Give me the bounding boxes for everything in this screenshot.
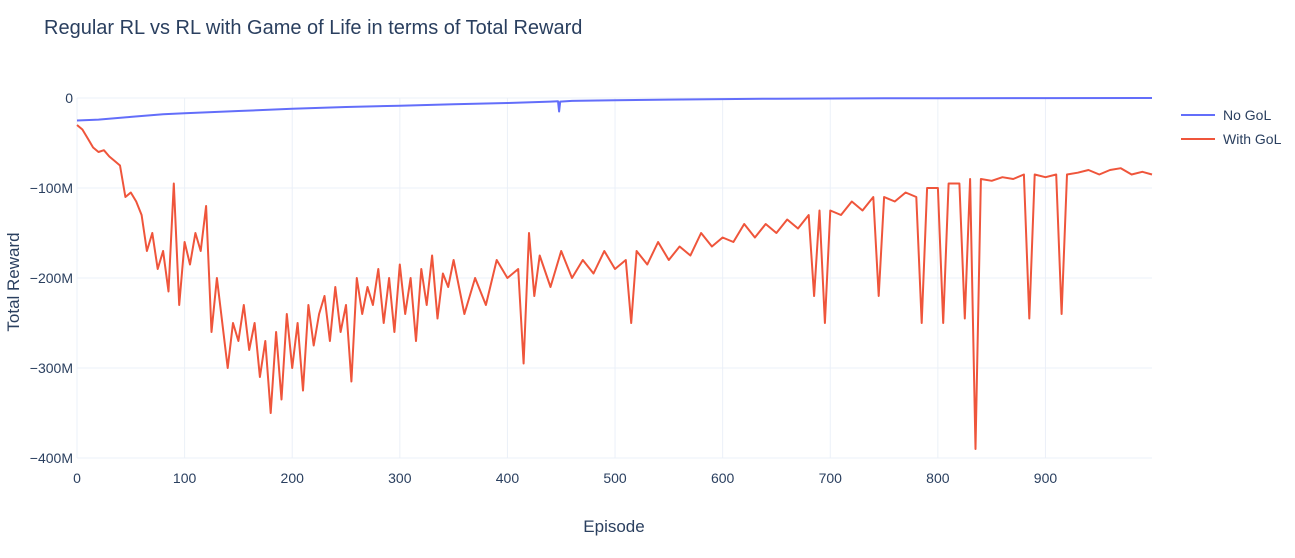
x-tick-label: 300	[388, 470, 412, 486]
y-axis-ticks: 0 −100M −200M −300M −400M	[30, 90, 73, 466]
legend-label: No GoL	[1223, 107, 1271, 123]
x-tick-label: 200	[281, 470, 305, 486]
legend-item-with-gol[interactable]: With GoL	[1181, 131, 1282, 147]
x-tick-label: 0	[73, 470, 81, 486]
x-axis-title: Episode	[583, 517, 644, 536]
x-tick-label: 700	[819, 470, 843, 486]
x-tick-label: 500	[603, 470, 627, 486]
legend-item-no-gol[interactable]: No GoL	[1181, 107, 1271, 123]
x-tick-label: 900	[1034, 470, 1058, 486]
series-line-with-gol	[76, 124, 1153, 450]
y-tick-label: −300M	[30, 360, 73, 376]
x-tick-label: 600	[711, 470, 735, 486]
y-tick-label: 0	[65, 90, 73, 106]
y-tick-label: −100M	[30, 180, 73, 196]
chart-title: Regular RL vs RL with Game of Life in te…	[44, 17, 582, 39]
series-lines	[76, 97, 1153, 450]
legend[interactable]: No GoL With GoL	[1181, 107, 1282, 147]
x-tick-label: 800	[926, 470, 950, 486]
grid	[76, 97, 1152, 459]
series-line-no-gol	[76, 97, 1153, 122]
y-tick-label: −400M	[30, 450, 73, 466]
x-axis-ticks: 0 100 200 300 400 500 600 700 800 900	[73, 470, 1057, 486]
y-axis-title: Total Reward	[4, 232, 23, 331]
x-tick-label: 100	[173, 470, 197, 486]
legend-label: With GoL	[1223, 131, 1282, 147]
x-tick-label: 400	[496, 470, 520, 486]
y-tick-label: −200M	[30, 270, 73, 286]
